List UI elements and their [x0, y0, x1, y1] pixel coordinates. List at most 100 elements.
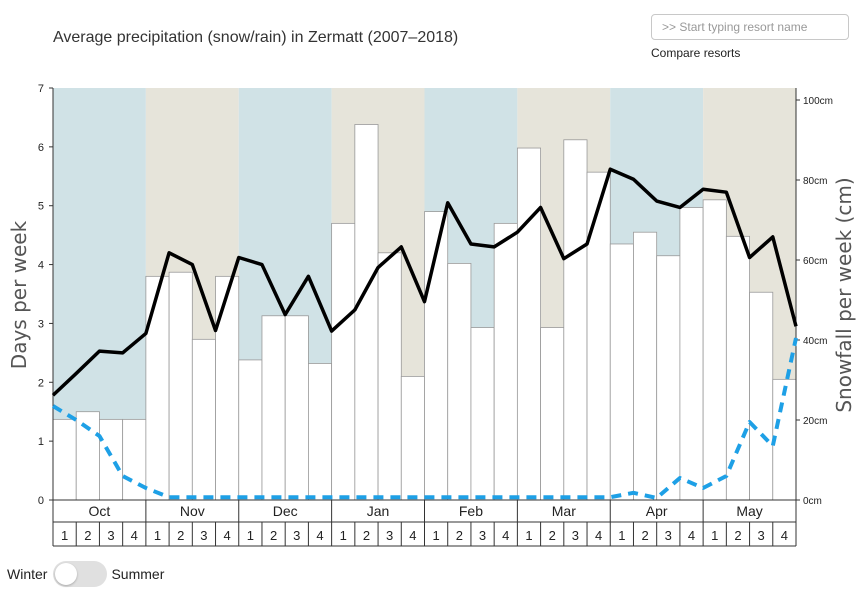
- week-label: 1: [61, 528, 68, 543]
- bar: [215, 275, 240, 501]
- week-label: 3: [758, 528, 765, 543]
- week-label: 1: [247, 528, 254, 543]
- y-tick-label: 0: [38, 495, 44, 507]
- month-label: Mar: [552, 503, 576, 519]
- y2-tick-label: 100cm: [803, 96, 833, 107]
- week-label: 4: [502, 528, 509, 543]
- bar: [261, 315, 286, 501]
- week-label: 4: [316, 528, 323, 543]
- series-lines: [51, 167, 798, 500]
- bar: [308, 363, 333, 501]
- summer-label: Summer: [111, 566, 165, 582]
- bar: [377, 252, 402, 501]
- month-label: Apr: [646, 503, 668, 519]
- week-label: 2: [363, 528, 370, 543]
- y2-tick-label: 60cm: [803, 256, 827, 267]
- month-label: Dec: [273, 503, 298, 519]
- month-label: Feb: [459, 503, 483, 519]
- bar: [609, 243, 634, 501]
- bar: [493, 222, 518, 501]
- snowfall-line: [51, 337, 798, 500]
- week-label: 4: [409, 528, 416, 543]
- season-toggle[interactable]: [53, 561, 108, 587]
- week-label: 4: [595, 528, 602, 543]
- bar: [354, 124, 379, 501]
- bar: [99, 418, 124, 501]
- week-label: 2: [734, 528, 741, 543]
- week-label: 1: [711, 528, 718, 543]
- bar: [679, 207, 704, 501]
- season-toggle-group: Winter Summer: [7, 561, 165, 587]
- week-label: 3: [665, 528, 672, 543]
- week-label: 2: [549, 528, 556, 543]
- week-label: 1: [154, 528, 161, 543]
- bar: [52, 418, 77, 501]
- axes: 0 1 2 3 4 5 6 7 0cm 20cm 40cm 60cm 80cm 100cm: [38, 83, 833, 507]
- bar: [563, 139, 588, 501]
- month-label: Nov: [180, 503, 205, 519]
- week-label: 3: [572, 528, 579, 543]
- y-axis-label: Days per week: [7, 220, 31, 369]
- resort-search-input[interactable]: [651, 14, 849, 40]
- week-label: 3: [107, 528, 114, 543]
- days-per-week-line: [51, 167, 798, 397]
- week-label: 2: [270, 528, 277, 543]
- y2-tick-label: 0cm: [803, 496, 822, 507]
- week-label: 4: [688, 528, 695, 543]
- y-tick-label: 3: [38, 318, 44, 330]
- week-label: 4: [224, 528, 231, 543]
- y-tick-label: 5: [38, 201, 44, 213]
- y-tick-label: 7: [38, 83, 44, 95]
- month-label: May: [736, 503, 762, 519]
- week-label: 3: [200, 528, 207, 543]
- bar: [75, 411, 100, 501]
- bar: [470, 327, 495, 501]
- week-label: 1: [525, 528, 532, 543]
- y2-tick-label: 40cm: [803, 336, 827, 347]
- bar: [145, 275, 170, 501]
- bar: [656, 255, 681, 501]
- bar: [516, 147, 541, 501]
- y2-tick-label: 20cm: [803, 416, 827, 427]
- bar: [238, 359, 263, 501]
- week-label: 2: [177, 528, 184, 543]
- month-label: Jan: [367, 503, 390, 519]
- bar: [168, 271, 193, 501]
- bar: [702, 199, 727, 501]
- bar: [749, 291, 774, 501]
- bar: [331, 222, 356, 501]
- y-tick-label: 4: [38, 260, 44, 272]
- week-label: 3: [386, 528, 393, 543]
- toggle-knob[interactable]: [55, 563, 78, 585]
- week-label: 2: [456, 528, 463, 543]
- month-label: Oct: [89, 503, 111, 519]
- bar: [284, 315, 309, 501]
- week-label: 2: [641, 528, 648, 543]
- y-tick-label: 2: [38, 377, 44, 389]
- bar: [540, 327, 565, 501]
- y2-axis-label: Snowfall per week (cm): [832, 177, 856, 412]
- week-label: 4: [131, 528, 138, 543]
- bar: [633, 231, 658, 501]
- week-label: 1: [340, 528, 347, 543]
- week-label: 2: [84, 528, 91, 543]
- bar: [191, 338, 216, 501]
- bar: [586, 171, 611, 501]
- winter-label: Winter: [7, 566, 48, 582]
- x-categories: Oct 1 2 3 4 Nov 1 2 3 4 Dec 1 2 3 4 Jan 1 2 3 4 Feb 1 2 3 4 Mar 1 2…: [52, 499, 797, 547]
- compare-resorts-link[interactable]: Compare resorts: [651, 46, 741, 60]
- bar: [725, 235, 750, 501]
- chart-title: Average precipitation (snow/rain) in Zer…: [53, 29, 459, 46]
- week-label: 3: [479, 528, 486, 543]
- bar: [447, 262, 472, 501]
- y-tick-label: 1: [38, 436, 44, 448]
- week-label: 1: [432, 528, 439, 543]
- y2-tick-label: 80cm: [803, 176, 827, 187]
- week-label: 1: [618, 528, 625, 543]
- bar: [400, 375, 425, 501]
- week-label: 3: [293, 528, 300, 543]
- y-tick-label: 6: [38, 142, 44, 154]
- bar: [772, 378, 797, 501]
- week-label: 4: [781, 528, 788, 543]
